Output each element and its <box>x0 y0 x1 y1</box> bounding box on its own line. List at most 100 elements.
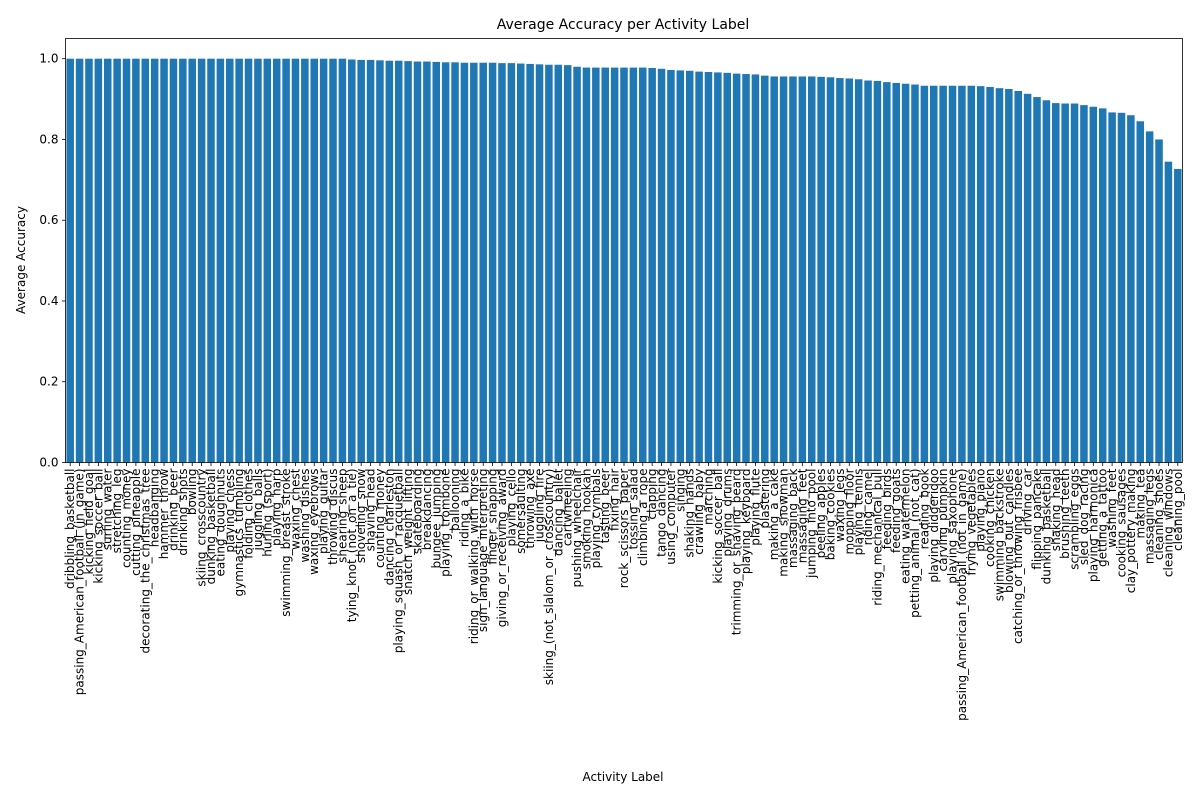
bar <box>479 62 487 463</box>
x-tick-label: making_a_cake <box>767 469 781 561</box>
bar <box>460 62 469 463</box>
x-tick-label: mopping_floor <box>842 468 856 554</box>
bar <box>1080 105 1088 463</box>
x-tick-label: drinking_shots <box>176 469 190 556</box>
bar <box>94 58 103 463</box>
x-tick-label: cutting_pineapple <box>129 469 143 576</box>
x-tick-label: crawling_baby <box>692 469 706 555</box>
x-axis-label: Activity Label <box>582 770 663 784</box>
bar <box>930 85 938 463</box>
x-tick-label: juggling_balls <box>251 469 265 552</box>
bar <box>1136 121 1145 463</box>
bars-layer <box>66 58 1182 463</box>
bar <box>329 58 337 463</box>
x-tick-label: riding_camel <box>861 469 875 546</box>
bar <box>714 72 722 463</box>
bar <box>1127 115 1135 463</box>
x-tick-label: juggling_fire <box>533 469 547 544</box>
x-tick-label: baking_cookies <box>824 469 838 561</box>
bar <box>254 58 262 463</box>
bar <box>432 61 441 463</box>
x-tick-label: getting_a_tattoo <box>1096 469 1110 567</box>
x-tick-label: shoveling_snow <box>354 468 368 563</box>
x-tick-label: cleaning_shoes <box>1152 469 1166 561</box>
x-tick-label: climbing_a_rope <box>636 469 650 567</box>
x-tick-label: giving_or_receiving_award <box>495 469 509 628</box>
x-tick-label: playing_cymbals <box>589 469 603 569</box>
bar <box>1174 168 1182 463</box>
x-tick-label: fixing_hair <box>608 468 622 531</box>
bar <box>1145 131 1154 463</box>
x-tick-label: hammer_throw <box>157 468 171 559</box>
bar <box>1070 103 1079 463</box>
bar <box>695 71 703 463</box>
bar <box>366 59 375 463</box>
bar <box>338 58 347 463</box>
x-tick-label: hurling_(sport) <box>260 469 274 557</box>
x-tick-label: playing_chess <box>223 469 237 553</box>
bar <box>620 67 628 463</box>
y-tick-label: 0.8 <box>39 132 58 146</box>
bar <box>348 59 356 463</box>
bar <box>451 62 459 463</box>
x-tick-label: bungee_jumping <box>429 469 443 569</box>
x-tick-label: carving_pumpkin <box>936 469 950 572</box>
x-tick-label: tossing_salad <box>626 469 640 550</box>
bar <box>685 70 694 463</box>
bar <box>883 82 891 463</box>
x-tick-label: cooking_sausages <box>1114 469 1128 578</box>
bar <box>291 58 300 463</box>
x-tick-label: washing_feet <box>1105 468 1119 548</box>
x-tick-label: driving_car <box>1021 468 1035 534</box>
x-tick-label: jumping_into_pool <box>805 469 819 579</box>
bar <box>629 67 638 463</box>
bar <box>976 86 985 463</box>
bar <box>948 85 957 463</box>
x-tick-label: making_tea <box>1133 469 1147 539</box>
bar <box>103 58 112 463</box>
bar <box>1042 100 1051 463</box>
x-tick-label: playing_tennis <box>852 469 866 556</box>
x-tick-label: playing_didgeridoo <box>927 469 941 583</box>
bar <box>423 61 431 463</box>
bar <box>141 58 150 463</box>
bar <box>1061 103 1069 463</box>
bar <box>901 83 910 463</box>
x-tick-label: clay_pottery_making <box>1124 469 1138 594</box>
x-tick-label: blowing_out_candles <box>1002 469 1016 593</box>
y-tick-label: 0.2 <box>39 375 58 389</box>
bar <box>676 70 685 463</box>
bar <box>75 58 84 463</box>
x-tick-label: dancing_charleston <box>382 469 396 586</box>
bar <box>845 78 854 463</box>
x-tick-label: decorating_the_christmas_tree <box>138 469 152 654</box>
bar <box>441 62 450 463</box>
x-tick-label: playing_guitar <box>317 468 331 554</box>
x-tick-label: breakdancing <box>420 469 434 551</box>
bar <box>1089 106 1098 463</box>
x-tick-label: playing_piano <box>974 469 988 552</box>
bar <box>732 73 741 463</box>
bar <box>122 58 131 463</box>
x-tick-label: folding_clothes <box>242 469 256 559</box>
bar <box>779 76 788 463</box>
y-tick-label: 0.6 <box>39 213 58 227</box>
bar <box>113 58 121 463</box>
bar <box>197 58 206 463</box>
x-tick-label: flipping_pancake <box>1030 469 1044 570</box>
x-tick-label: playing_saxophone <box>946 469 960 584</box>
bar <box>563 65 572 463</box>
y-tick-label: 1.0 <box>39 52 58 66</box>
bar <box>526 63 534 463</box>
bar <box>817 76 825 463</box>
bar <box>742 74 750 463</box>
x-tick-label: gymnastics_tumbling <box>232 469 246 597</box>
bar <box>592 67 600 463</box>
bar <box>301 58 309 463</box>
x-tick-label: washing_dishes <box>298 469 312 563</box>
x-tick-label: waxing_eyebrows <box>307 469 321 575</box>
x-tick-label: frying_vegetables <box>964 469 978 576</box>
bar <box>1155 139 1163 463</box>
bar <box>958 85 966 463</box>
